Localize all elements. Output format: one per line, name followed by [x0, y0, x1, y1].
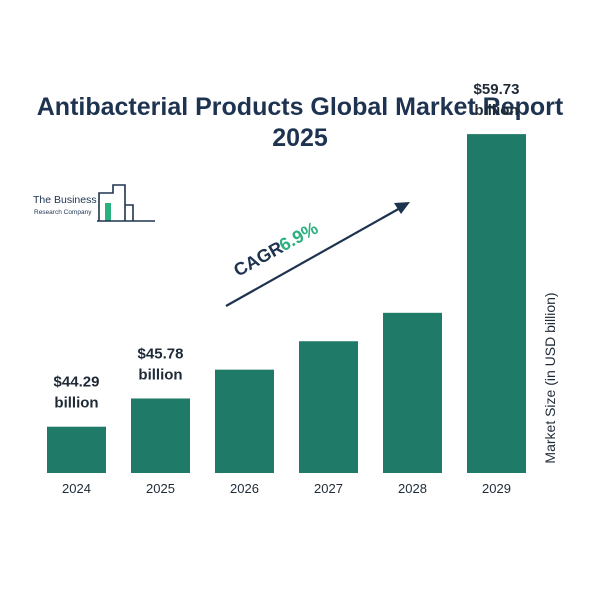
chart-title-line-1: Antibacterial Products Global Market Rep…: [36, 93, 564, 121]
bar-2027: [299, 341, 358, 473]
bar-2025: [131, 398, 190, 473]
bar-2026: [215, 369, 274, 473]
cagr-annotation: CAGR 6.9%: [225, 202, 410, 307]
x-tick-label: 2025: [146, 481, 175, 496]
data-label-2025-line-2: billion: [138, 366, 182, 383]
logo-text-line-1: The Business: [33, 194, 97, 206]
data-label-2024-line-1: $44.29: [54, 374, 100, 391]
value-labels: $44.29 billion $45.78 billion $59.73 billion: [54, 81, 520, 412]
data-label-2029-line-2: billion: [474, 102, 518, 119]
company-logo: The Business Research Company: [33, 184, 155, 222]
chart-title: Antibacterial Products Global Market Rep…: [20, 92, 580, 154]
bar-chart-logo-icon: [97, 184, 155, 222]
chart-title-line-2: 2025: [272, 124, 328, 152]
x-tick-label: 2028: [398, 481, 427, 496]
logo-text-line-2: Research Company: [34, 209, 92, 216]
x-tick-label: 2029: [482, 481, 511, 496]
x-tick-labels: 2024 2025 2026 2027 2028 2029: [62, 481, 511, 496]
x-tick-label: 2026: [230, 481, 259, 496]
cagr-label: CAGR: [230, 237, 286, 280]
data-label-2025-line-1: $45.78: [138, 345, 184, 362]
bars-group: [47, 134, 526, 473]
bar-2029: [467, 134, 526, 473]
bar-2024: [47, 426, 106, 473]
data-label-2024-line-2: billion: [54, 395, 98, 412]
x-tick-label: 2027: [314, 481, 343, 496]
cagr-value: 6.9%: [276, 218, 322, 255]
bar-2028: [383, 312, 442, 473]
data-label-2029-line-1: $59.73: [474, 81, 520, 98]
y-axis-label: Market Size (in USD billion): [542, 292, 558, 463]
arrow-up-right-icon: [225, 202, 410, 307]
x-tick-label: 2024: [62, 481, 91, 496]
